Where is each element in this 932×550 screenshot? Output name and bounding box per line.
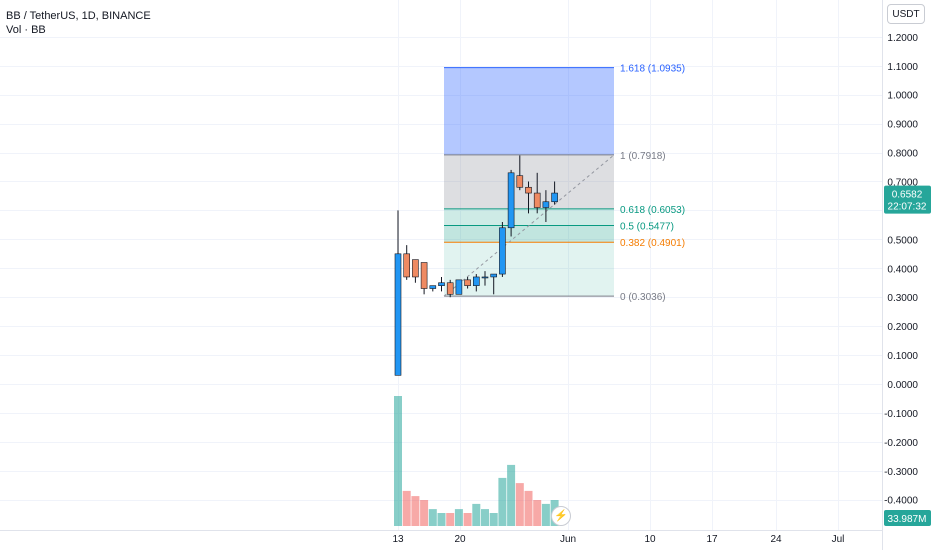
fib-zone <box>444 208 614 226</box>
volume-bar <box>472 503 481 526</box>
candle-body <box>455 279 463 295</box>
fib-level-label: 1 (0.7918) <box>620 151 666 162</box>
price-tick-label: 1.1000 <box>887 62 918 73</box>
time-tick-label: 20 <box>454 534 466 545</box>
volume-bar <box>533 500 542 526</box>
last-price-value: 0.6582 <box>892 190 923 201</box>
candle-body <box>516 175 524 188</box>
fib-level-label: 0.618 (0.6053) <box>620 205 685 216</box>
volume-bar <box>437 513 446 526</box>
candle-body <box>533 192 541 208</box>
volume-bar <box>446 513 455 526</box>
volume-bar <box>428 509 437 526</box>
fib-zone <box>444 67 614 155</box>
volume-bar <box>515 483 524 526</box>
candle-body <box>412 259 419 278</box>
candle-body <box>551 192 558 203</box>
price-tick-label: 0.9000 <box>887 120 918 131</box>
time-tick-label: 10 <box>644 534 656 545</box>
volume-bar <box>481 509 489 526</box>
price-tick-label: 1.2000 <box>887 33 918 44</box>
volume-badge <box>884 510 931 526</box>
volume-bar <box>402 490 411 526</box>
price-tick-label: 0.5000 <box>887 235 918 246</box>
price-axis: 1.2000 1.1000 1.0000 0.9000 0.8000 0.7000 0.50… <box>882 0 918 550</box>
candle-countdown: 22:07:32 <box>888 202 927 213</box>
candle-body <box>446 282 454 295</box>
candle-body <box>420 262 428 289</box>
candle-body <box>403 253 411 278</box>
price-tick-label: 0.8000 <box>887 149 918 160</box>
candle-body <box>438 282 445 286</box>
price-tick-label: 0.7000 <box>887 177 918 188</box>
fib-trend-line <box>443 154 615 297</box>
candle-body <box>499 227 506 275</box>
volume-bar <box>420 500 429 526</box>
volume-bar <box>541 503 550 526</box>
symbol-title[interactable]: BB / TetherUS, 1D, BINANCE <box>6 10 151 22</box>
volume-bars <box>394 396 559 526</box>
indicator-label[interactable]: Vol · BB <box>6 24 46 36</box>
price-tick-label: -0.4000 <box>884 496 918 507</box>
currency-button[interactable]: USDT <box>887 4 925 24</box>
price-tick-label: -0.1000 <box>884 409 918 420</box>
candle-body <box>429 285 437 289</box>
candle-body <box>507 172 515 229</box>
candle-body <box>542 201 550 208</box>
price-tick-label: 0.2000 <box>887 322 918 333</box>
candle-body <box>472 276 480 286</box>
volume-bar <box>524 490 533 526</box>
candle-body <box>394 253 402 376</box>
fib-zone <box>444 242 614 297</box>
price-tick-label: 0.4000 <box>887 264 918 275</box>
volume-bar <box>463 513 472 526</box>
volume-bar <box>454 509 463 526</box>
fib-level-label: 0.5 (0.5477) <box>620 222 674 233</box>
fib-zone <box>444 225 614 243</box>
time-tick-label: Jun <box>560 534 576 545</box>
fib-level-label: 0 (0.3036) <box>620 292 666 303</box>
price-tick-label: 0.3000 <box>887 293 918 304</box>
price-tick-label: 0.1000 <box>887 351 918 362</box>
time-tick-label: Jul <box>832 534 845 545</box>
candles <box>394 155 558 376</box>
candle-body <box>525 186 532 194</box>
time-tick-label: 24 <box>770 534 782 545</box>
lightning-icon[interactable]: ⚡ <box>551 506 571 526</box>
volume-bar <box>411 496 420 526</box>
price-tick-label: 0.0000 <box>887 380 918 391</box>
volume-bar <box>498 477 507 526</box>
fib-level-label: 1.618 (1.0935) <box>620 64 685 75</box>
fibonacci-retracement: 1.618 (1.0935) 1 (0.7918) 0.618 (0.6053) 0.… <box>443 64 685 303</box>
price-tick-label: -0.2000 <box>884 438 918 449</box>
time-tick-label: 13 <box>392 534 404 545</box>
fib-level-label: 0.382 (0.4901) <box>620 238 685 249</box>
volume-bar <box>489 513 498 526</box>
price-tick-label: 1.0000 <box>887 91 918 102</box>
candle-body <box>490 273 498 278</box>
volume-value: 33.987M <box>888 514 927 525</box>
time-tick-label: 17 <box>706 534 718 545</box>
last-price-badge <box>884 185 931 214</box>
grid <box>0 0 882 530</box>
candle-body <box>464 279 471 286</box>
time-axis: 13 20 Jun 10 17 24 Jul <box>0 530 882 545</box>
candle-body <box>481 276 489 279</box>
price-tick-label: -0.3000 <box>884 467 918 478</box>
volume-bar <box>507 464 516 526</box>
volume-bar <box>394 396 402 526</box>
